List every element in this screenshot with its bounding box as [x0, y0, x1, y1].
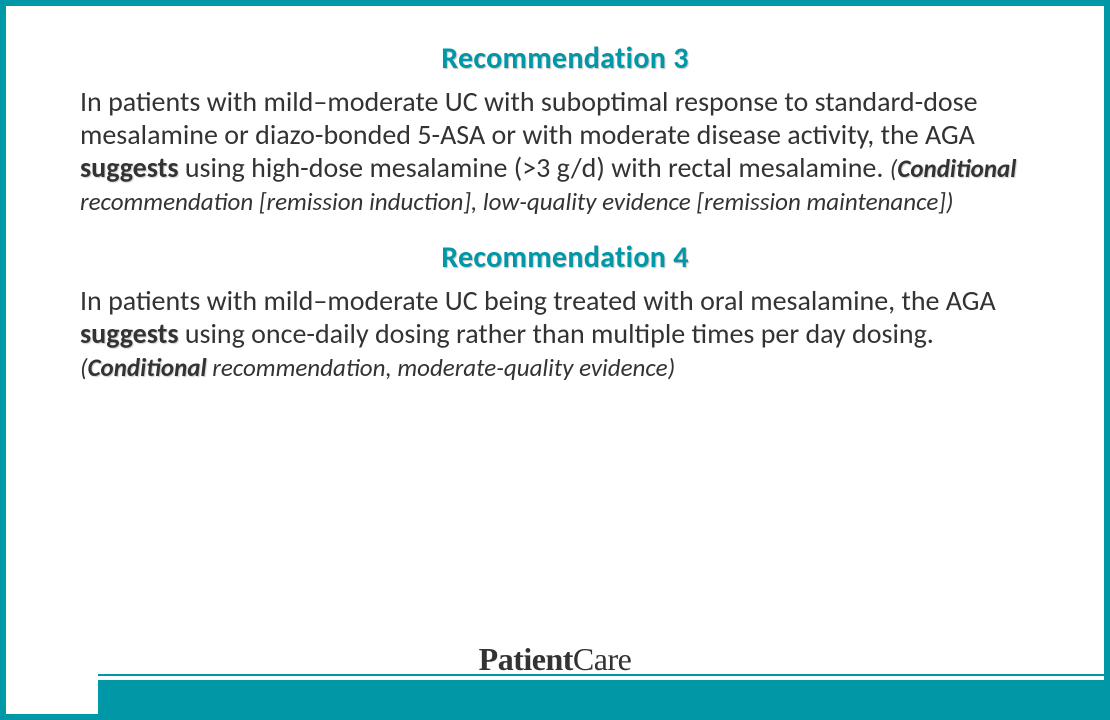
rec4-paren-open: (	[80, 352, 88, 383]
recommendation-4-body: In patients with mild–moderate UC being …	[80, 284, 1050, 383]
logo-part2: Care	[573, 641, 631, 677]
recommendation-3-body: In patients with mild–moderate UC with s…	[80, 85, 1050, 217]
rec3-pre: In patients with mild–moderate UC with s…	[80, 84, 978, 152]
rec4-tail: recommendation, moderate-quality evidenc…	[207, 352, 676, 383]
rec4-pre: In patients with mild–moderate UC being …	[80, 283, 996, 318]
rec4-conditional: Conditional	[88, 352, 207, 383]
rec4-mid: using once-daily dosing rather than mult…	[179, 316, 934, 351]
logo-part1: Patient	[479, 641, 573, 677]
recommendation-3-title: Recommendation 3	[80, 40, 1050, 77]
rec3-conditional: Conditional	[897, 153, 1016, 184]
rec4-suggests: suggests	[80, 316, 179, 351]
footer-bar	[98, 680, 1104, 714]
rec3-tail: recommendation [remission induction], lo…	[80, 186, 954, 217]
rec3-suggests: suggests	[80, 150, 179, 185]
slide-content: Recommendation 3 In patients with mild–m…	[80, 40, 1050, 405]
patientcare-logo: PatientCare	[479, 641, 632, 678]
rec3-mid: using high-dose mesalamine (>3 g/d) with…	[179, 150, 890, 185]
recommendation-4-title: Recommendation 4	[80, 239, 1050, 276]
